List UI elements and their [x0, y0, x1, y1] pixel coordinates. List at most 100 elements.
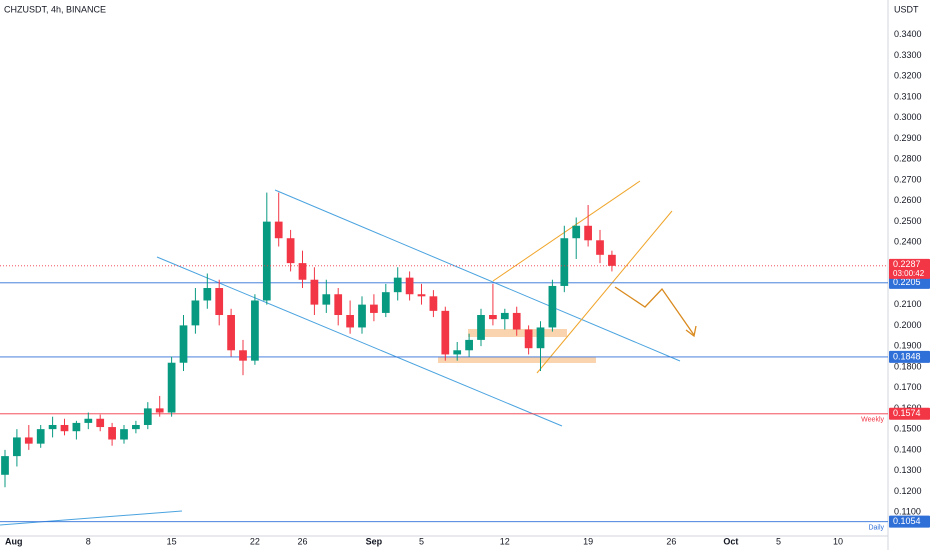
x-tick-label: 19: [583, 536, 593, 546]
candle-body: [346, 315, 354, 328]
candle-body: [381, 292, 390, 313]
candle-body: [310, 279, 319, 305]
y-tick-label: 0.2600: [894, 195, 922, 205]
candle-body: [13, 437, 21, 457]
candle-body: [322, 294, 331, 305]
x-tick-label: Oct: [723, 536, 738, 546]
level-label: 0.1054: [893, 516, 921, 526]
y-tick-label: 0.1600: [894, 403, 922, 413]
candle-body: [203, 288, 212, 301]
y-tick-label: 0.2400: [894, 237, 922, 247]
y-tick-label: 0.2500: [894, 216, 922, 226]
candle-body: [120, 429, 128, 440]
level-label: 0.2205: [893, 277, 921, 287]
candle-body: [405, 277, 414, 295]
candle-body: [453, 350, 462, 355]
channel-line: [274, 189, 681, 362]
candle-body: [500, 312, 509, 320]
candles: [1, 192, 616, 488]
arrow-head: [685, 325, 697, 338]
y-tick-label: 0.2800: [894, 154, 922, 164]
candle-body: [334, 294, 343, 316]
symbol-title: CHZUSDT, 4h, BINANCE: [4, 4, 106, 14]
y-tick-label: 0.3400: [894, 29, 922, 39]
candle-body: [572, 225, 581, 239]
projection-arrow: [614, 286, 695, 336]
current-price-label: 0.2287: [893, 259, 921, 269]
x-tick-label: 10: [833, 536, 843, 546]
x-tick-label: 5: [419, 536, 424, 546]
current-price-box: [889, 258, 930, 279]
candle-body: [512, 312, 521, 330]
y-tick-label: 0.1100: [894, 507, 921, 517]
candle-body: [251, 300, 259, 361]
y-tick-label: 0.3100: [894, 91, 922, 101]
candle-body: [191, 300, 200, 326]
y-tick-label: 0.3300: [894, 50, 922, 60]
candle-body: [179, 325, 188, 363]
x-tick-label: 15: [167, 536, 177, 546]
candle-body: [96, 418, 105, 428]
y-tick-label: 0.3200: [894, 71, 922, 81]
candle-body: [441, 310, 450, 355]
level-label: 0.1574: [893, 408, 921, 418]
candle-body: [477, 315, 485, 340]
y-tick-label: 0.2900: [894, 133, 922, 143]
candle-body: [548, 285, 557, 328]
y-tick-label: 0.2100: [894, 299, 922, 309]
level-label: 0.1848: [893, 351, 921, 361]
candle-body: [239, 350, 247, 361]
candle-body: [560, 238, 569, 286]
candle-body: [132, 424, 140, 430]
y-tick-label: 0.3000: [894, 112, 922, 122]
y-tick-label: 0.1800: [894, 361, 922, 371]
y-tick-label: 0.1300: [894, 465, 922, 475]
candle-body: [167, 362, 176, 413]
y-tick-label: 0.1500: [894, 424, 922, 434]
zone: [438, 357, 596, 363]
candle-body: [215, 288, 224, 316]
wedge-line: [536, 210, 673, 374]
x-tick-label: Aug: [5, 536, 23, 546]
candle-body: [393, 277, 402, 293]
level-name: Weekly: [861, 417, 884, 424]
level-label-box: [889, 407, 930, 420]
level-name: Daily: [868, 525, 884, 532]
level-label-box: [889, 515, 930, 528]
candle-body: [227, 315, 235, 351]
x-tick-label: Sep: [366, 536, 383, 546]
candle-body: [108, 427, 116, 440]
axis-unit: USDT: [894, 4, 919, 14]
candle-body: [489, 315, 497, 320]
x-tick-label: 22: [250, 536, 260, 546]
y-tick-label: 0.1900: [894, 341, 922, 351]
candle-body: [465, 339, 473, 351]
candle-body: [370, 304, 378, 313]
y-tick-label: 0.1200: [894, 486, 922, 496]
drawings: [0, 180, 697, 526]
candle-body: [524, 329, 533, 349]
candle-body: [358, 304, 366, 328]
candle-body: [596, 240, 604, 255]
level-label-box: [889, 350, 930, 363]
y-tick-label: 0.1700: [894, 382, 922, 392]
zone: [468, 329, 567, 337]
channel-line: [156, 256, 563, 427]
x-tick-label: 8: [86, 536, 91, 546]
candle-body: [24, 437, 33, 444]
x-tick-label: 26: [666, 536, 676, 546]
wedge-line: [492, 180, 641, 282]
y-tick-label: 0.2000: [894, 320, 922, 330]
level-label-box: [889, 276, 930, 289]
candle-body: [429, 296, 438, 311]
candle-body: [298, 263, 307, 280]
candle-body: [1, 456, 9, 475]
trend-line: [0, 510, 183, 526]
candle-body: [155, 408, 164, 413]
x-tick-label: 26: [297, 536, 307, 546]
candle-body: [584, 225, 592, 241]
y-tick-label: 0.1400: [894, 444, 922, 454]
